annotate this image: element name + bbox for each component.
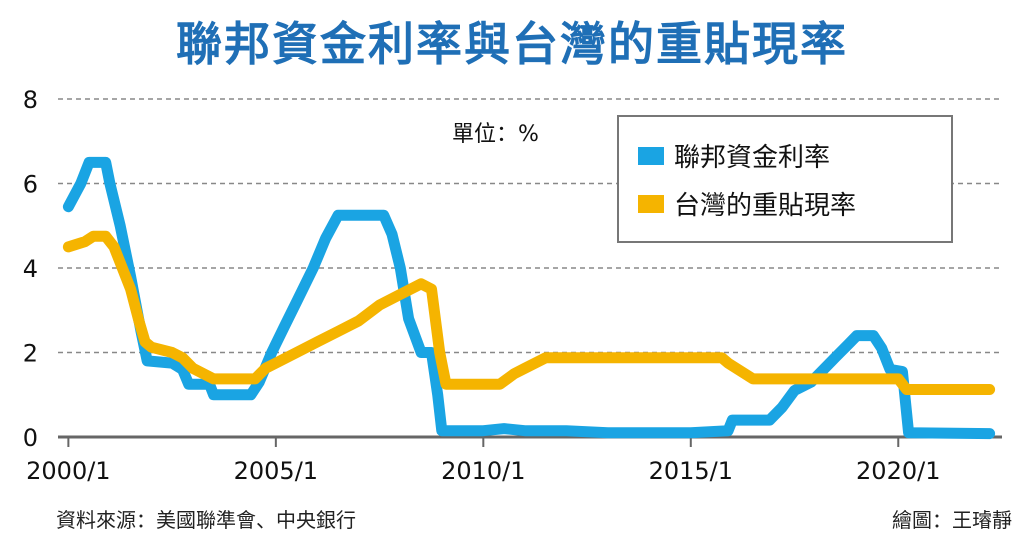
series-line-taiwan: [62, 230, 996, 395]
chart-title: 聯邦資金利率與台灣的重貼現率: [176, 17, 848, 71]
legend: 聯邦資金利率 台灣的重貼現率: [617, 115, 953, 243]
series-layer: [62, 156, 996, 440]
legend-label-fed: 聯邦資金利率: [674, 143, 830, 173]
legend-swatch-taiwan: [638, 195, 664, 213]
series-line-fed: [62, 156, 996, 440]
x-tick-label: 2005/1: [234, 457, 318, 485]
legend-swatch-fed: [638, 147, 664, 165]
axis-layer: 0 2 4 6 8 2000/1 2005/1 2010/1 2015/1 2020/1: [23, 86, 1002, 485]
y-tick-label: 2: [23, 340, 38, 368]
x-tick-label: 2010/1: [441, 457, 525, 485]
legend-box: [617, 115, 953, 243]
unit-label: 單位：%: [452, 122, 539, 147]
x-tick-label: 2015/1: [649, 457, 733, 485]
x-tick-label: 2000/1: [26, 457, 110, 485]
credit-note: 繪圖：王璿靜: [892, 508, 1012, 532]
y-tick-label: 6: [23, 171, 38, 199]
source-note: 資料來源：美國聯準會、中央銀行: [56, 508, 356, 532]
y-tick-label: 8: [23, 86, 38, 114]
x-tick-label: 2020/1: [856, 457, 940, 485]
y-tick-label: 0: [23, 424, 38, 452]
y-tick-label: 4: [23, 255, 38, 283]
legend-label-taiwan: 台灣的重貼現率: [674, 191, 856, 221]
